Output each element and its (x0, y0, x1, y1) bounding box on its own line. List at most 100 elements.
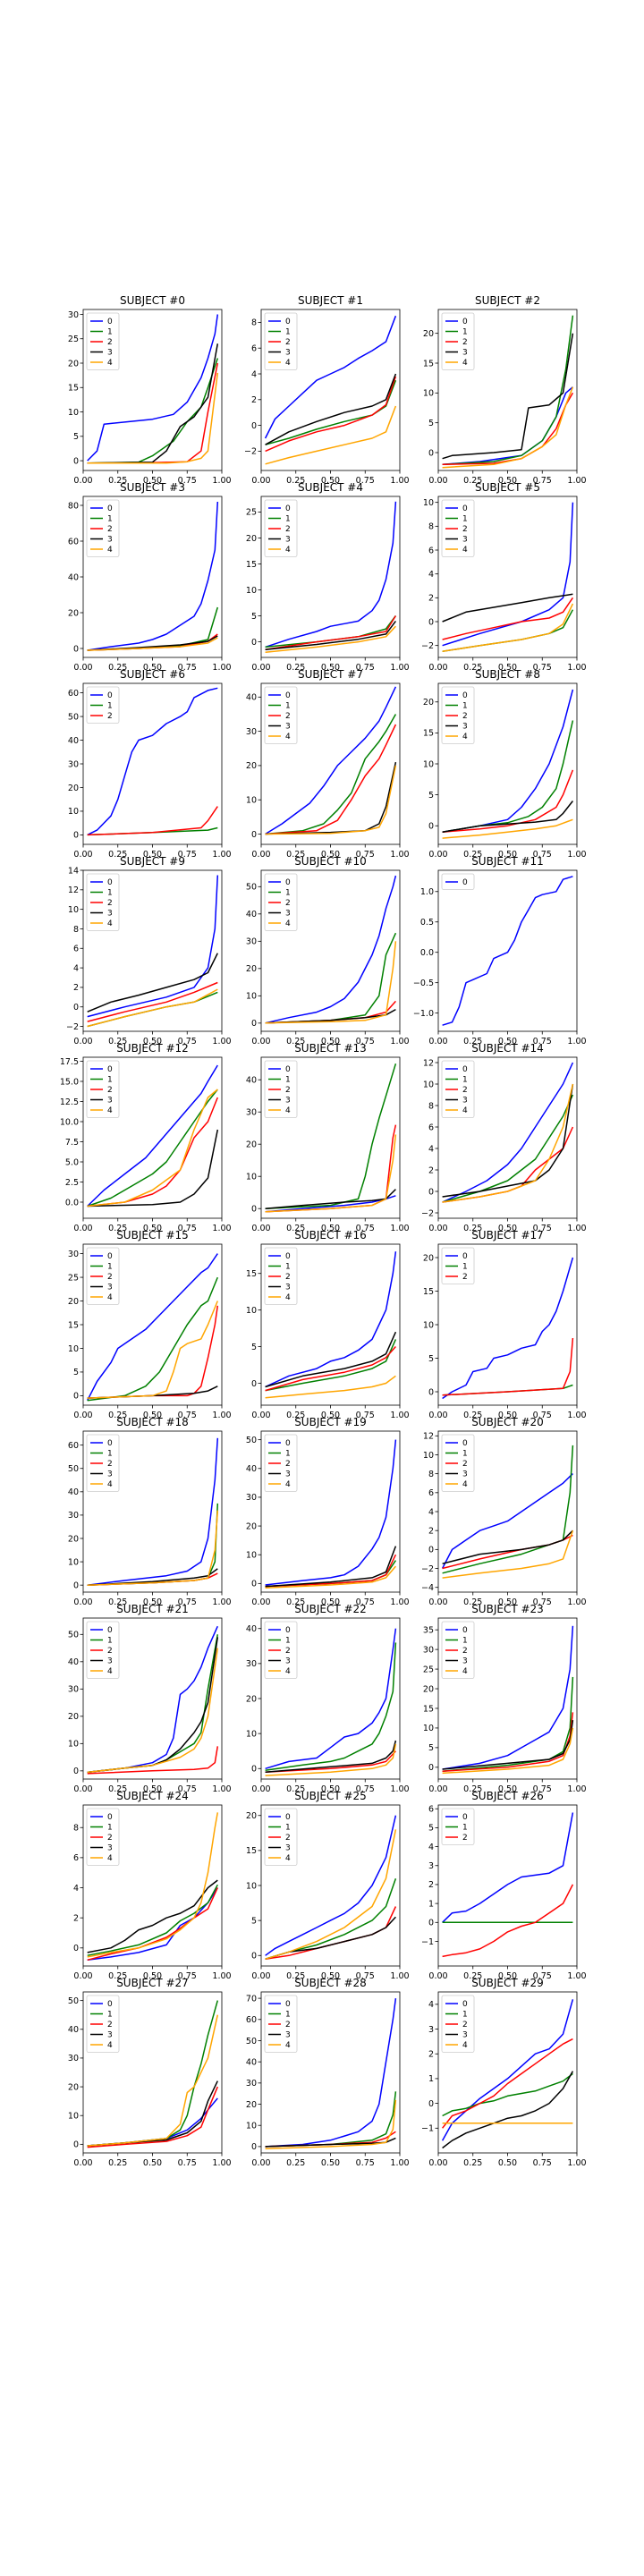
series-line-2 (265, 1346, 396, 1392)
legend-label: 0 (462, 1439, 468, 1448)
y-tick-label: 15 (423, 1704, 434, 1714)
y-tick-label: 60 (68, 1441, 79, 1451)
x-tick-label: 1.00 (567, 1784, 586, 1794)
legend-label: 3 (285, 2031, 291, 2040)
legend-label: 1 (285, 515, 291, 524)
x-tick-label: 1.00 (390, 850, 409, 860)
y-tick-label: −2 (244, 447, 257, 457)
series-line-0 (264, 315, 397, 439)
y-tick-label: 5 (428, 1354, 434, 1364)
legend-label: 3 (285, 1657, 291, 1666)
y-tick-label: 12 (68, 886, 79, 895)
legend-label: 0 (462, 504, 468, 513)
x-tick-label: 0.50 (498, 1037, 517, 1046)
legend-label: 3 (107, 536, 113, 545)
y-tick-label: 5.0 (65, 1157, 79, 1167)
y-tick-label: 20 (68, 784, 79, 793)
legend: 0 12 (441, 1247, 475, 1284)
legend-label: 3 (462, 1097, 468, 1106)
legend-label: 1 (107, 515, 113, 524)
legend-label: 0 (285, 1065, 291, 1074)
y-tick-label: 50 (68, 1996, 79, 2006)
y-tick-label: 4 (428, 1507, 434, 1517)
x-tick-label: 1.00 (212, 1971, 231, 1981)
x-tick-label: 1.00 (567, 1597, 586, 1607)
y-tick-label: 20 (68, 1712, 79, 1722)
legend-label: 4 (285, 733, 291, 741)
y-tick-label: 30 (68, 1511, 79, 1521)
legend: 0 12 34 (264, 686, 298, 744)
subject-panel: SUBJECT #220.00 0.25 0.50 0.75 1.00010203040… (246, 1603, 410, 1794)
y-tick-label: 30 (246, 937, 257, 947)
x-tick-label: 1.00 (567, 663, 586, 673)
x-tick-label: 0.25 (463, 1411, 482, 1420)
y-tick-label: 8 (428, 1101, 434, 1111)
series-line-2 (87, 981, 218, 1022)
legend-label: 1 (285, 328, 291, 337)
series-line-0 (87, 1625, 218, 1774)
legend-label: 2 (285, 899, 291, 908)
panel-title: SUBJECT #6 (120, 668, 185, 681)
y-tick-label: 0.5 (420, 918, 434, 928)
y-tick-label: 40 (246, 1624, 257, 1634)
series-line-4 (442, 386, 574, 469)
x-tick-label: 0.00 (73, 1411, 92, 1420)
y-tick-label: 50 (68, 1631, 79, 1640)
y-tick-label: 20 (423, 1253, 434, 1263)
x-tick-label: 0.50 (321, 476, 340, 486)
y-tick-label: 1.0 (420, 887, 434, 897)
y-tick-label: 10 (246, 1551, 257, 1561)
y-tick-label: 0 (251, 830, 257, 840)
series-line-1 (87, 1503, 219, 1586)
x-tick-label: 0.50 (321, 1784, 340, 1794)
subject-panel: SUBJECT #60.00 0.25 0.50 0.75 1.000102030405… (68, 668, 232, 860)
x-tick-label: 0.00 (251, 1224, 270, 1233)
y-tick-label: 40 (246, 910, 257, 919)
series-line-0 (441, 1473, 573, 1569)
legend-label: 3 (462, 1657, 468, 1666)
legend-label: 0 (107, 1252, 113, 1261)
series-line-1 (442, 1094, 574, 1203)
panel-title: SUBJECT #8 (475, 668, 540, 681)
panel-title: SUBJECT #13 (294, 1042, 367, 1055)
legend-label: 2 (107, 1460, 113, 1469)
legend: 0 12 34 (264, 1995, 298, 2053)
y-tick-label: 30 (68, 759, 79, 769)
legend-label: 2 (462, 525, 468, 534)
series-line-4 (87, 1301, 218, 1399)
x-tick-label: 0.00 (251, 476, 270, 486)
legend-label: 0 (285, 2000, 291, 2009)
x-tick-label: 0.00 (73, 1037, 92, 1046)
legend-label: 4 (285, 2041, 291, 2050)
series-line-1 (87, 1276, 218, 1402)
y-tick-label: 40 (68, 572, 79, 582)
y-tick-label: 20 (246, 761, 257, 771)
x-tick-label: 0.75 (178, 850, 197, 860)
x-tick-label: 1.00 (212, 663, 231, 673)
legend-label: 1 (285, 889, 291, 898)
series-line-3 (442, 2071, 574, 2149)
y-tick-label: 10.0 (60, 1117, 79, 1127)
x-tick-label: 0.75 (533, 476, 552, 486)
y-tick-label: 30 (246, 727, 257, 737)
y-tick-label: 30 (246, 2079, 257, 2089)
series-line-1 (265, 714, 397, 835)
subject-panel: SUBJECT #150.00 0.25 0.50 0.75 1.00051015202… (68, 1229, 232, 1420)
panel-title: SUBJECT #10 (294, 855, 367, 868)
y-tick-label: 15 (246, 1269, 257, 1279)
x-tick-label: 0.25 (108, 1597, 127, 1607)
y-tick-label: 20 (246, 964, 257, 974)
y-tick-label: 10 (246, 796, 257, 806)
y-tick-label: 10 (68, 807, 79, 817)
x-tick-label: 0.75 (356, 476, 375, 486)
y-tick-label: 2 (428, 594, 434, 604)
x-tick-label: 1.00 (212, 1224, 231, 1233)
legend-label: 4 (285, 919, 291, 928)
legend-label: 3 (107, 1844, 113, 1853)
x-tick-label: 0.50 (498, 1411, 517, 1420)
x-tick-label: 0.25 (286, 663, 305, 673)
legend: 0 12 34 (264, 873, 298, 931)
y-tick-label: 5 (251, 612, 257, 622)
legend-label: 1 (107, 889, 113, 898)
y-tick-label: 10 (423, 389, 434, 399)
